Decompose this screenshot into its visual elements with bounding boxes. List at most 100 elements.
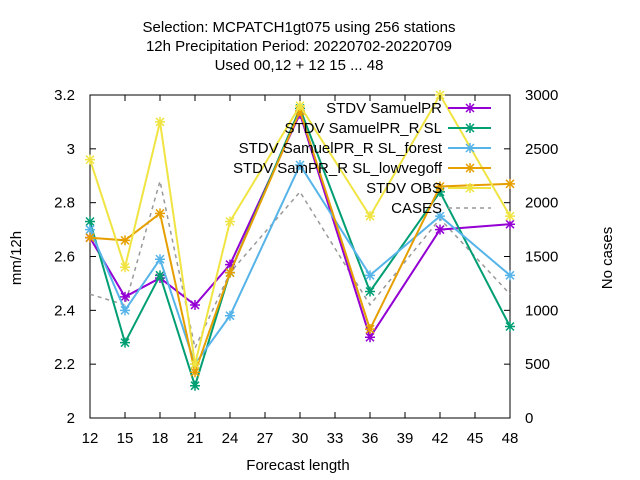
point-marker: [505, 211, 515, 222]
y-tick-label: 3: [67, 141, 75, 158]
legend-label: STDV OBS: [366, 180, 442, 197]
data-point: [190, 367, 200, 378]
point-marker: [155, 208, 165, 219]
data-point: [190, 299, 200, 310]
x-tick-label: 45: [467, 430, 484, 447]
legend-label: STDV SamuelPR: [326, 100, 442, 117]
point-marker: [435, 211, 445, 222]
data-point: [365, 211, 375, 222]
point-marker: [225, 267, 235, 278]
data-point: [505, 321, 515, 332]
data-point: [435, 211, 445, 222]
y2-tick-label: 1500: [525, 249, 558, 266]
point-marker: [295, 159, 305, 170]
point-marker: [85, 154, 95, 165]
data-point: [295, 100, 305, 111]
data-point: [465, 103, 475, 113]
data-point: [505, 211, 515, 222]
point-marker: [365, 332, 375, 343]
data-point: [435, 186, 445, 197]
point-marker: [120, 262, 130, 273]
point-marker: [120, 291, 130, 302]
point-marker: [505, 321, 515, 332]
data-point: [120, 262, 130, 273]
point-marker: [365, 270, 375, 281]
legend-label: STDV SamuelPR_R SL: [284, 120, 442, 137]
point-marker: [190, 299, 200, 310]
data-point: [225, 216, 235, 227]
y2-axis-label: No cases: [599, 227, 616, 290]
data-point: [120, 305, 130, 316]
chart-title: Selection: MCPATCH1gt075 using 256 stati…: [143, 19, 456, 74]
legend-label: CASES: [391, 200, 442, 217]
legend: STDV SamuelPR STDV SamuelPR_R SL STDV Samu…: [233, 100, 491, 217]
x-tick-label: 33: [327, 430, 344, 447]
point-marker: [435, 186, 445, 197]
series-line: [89, 162, 511, 367]
point-marker: [435, 181, 445, 192]
y2-tick-label: 2000: [525, 195, 558, 212]
x-tick-label: 15: [117, 430, 134, 447]
point-marker: [155, 270, 165, 281]
y2-tick-label: 3000: [525, 87, 558, 104]
point-marker: [85, 232, 95, 243]
data-point: [225, 259, 235, 270]
point-marker: [225, 216, 235, 227]
data-point: [190, 359, 200, 370]
x-tick-label: 39: [397, 430, 414, 447]
point-marker: [155, 254, 165, 265]
x-axis-label: Forecast length: [246, 457, 349, 474]
data-point: [120, 291, 130, 302]
y2-tick-label: 1000: [525, 302, 558, 319]
point-marker: [465, 143, 475, 153]
y2-tick-label: 0: [525, 410, 533, 427]
data-point: [505, 219, 515, 230]
data-point: [225, 310, 235, 321]
point-marker: [365, 324, 375, 335]
data-point: [505, 270, 515, 281]
data-point: [155, 254, 165, 265]
data-point: [225, 267, 235, 278]
x-tick-label: 21: [187, 430, 204, 447]
title-line: Selection: MCPATCH1gt075 using 256 stati…: [143, 19, 456, 36]
point-marker: [155, 116, 165, 127]
x-tick-label: 12: [82, 430, 99, 447]
point-marker: [465, 123, 475, 133]
y2-tick-label: 500: [525, 356, 550, 373]
point-marker: [505, 178, 515, 189]
x-tick-label: 30: [292, 430, 309, 447]
x-tick-label: 18: [152, 430, 169, 447]
point-marker: [85, 216, 95, 227]
point-marker: [505, 219, 515, 230]
data-point: [435, 224, 445, 235]
data-point: [365, 270, 375, 281]
data-point: [365, 332, 375, 343]
point-marker: [190, 380, 200, 391]
data-point: [85, 154, 95, 165]
point-marker: [190, 367, 200, 378]
point-marker: [85, 224, 95, 235]
legend-label: STDV SamPR_R SL_lowvegoff: [233, 160, 443, 177]
data-point: [295, 106, 305, 117]
data-point: [190, 380, 200, 391]
x-tick-label: 42: [432, 430, 449, 447]
data-point: [155, 208, 165, 219]
data-point: [85, 216, 95, 227]
title-line: Used 00,12 + 12 15 ... 48: [215, 57, 384, 74]
point-marker: [190, 359, 200, 370]
data-point: [295, 159, 305, 170]
data-point: [155, 270, 165, 281]
y-tick-label: 3.2: [54, 87, 75, 104]
data-point: [465, 123, 475, 133]
x-tick-label: 27: [257, 430, 274, 447]
point-marker: [435, 224, 445, 235]
y-tick-label: 2.6: [54, 249, 75, 266]
point-marker: [120, 235, 130, 246]
data-point: [120, 337, 130, 348]
axes: 12 15 18 21 24 27 30 33 36 39 42 45 4822.22.42.62.83…: [8, 87, 616, 474]
title-line: 12h Precipitation Period: 20220702-20220…: [146, 38, 452, 55]
data-point: [505, 178, 515, 189]
data-point: [85, 224, 95, 235]
